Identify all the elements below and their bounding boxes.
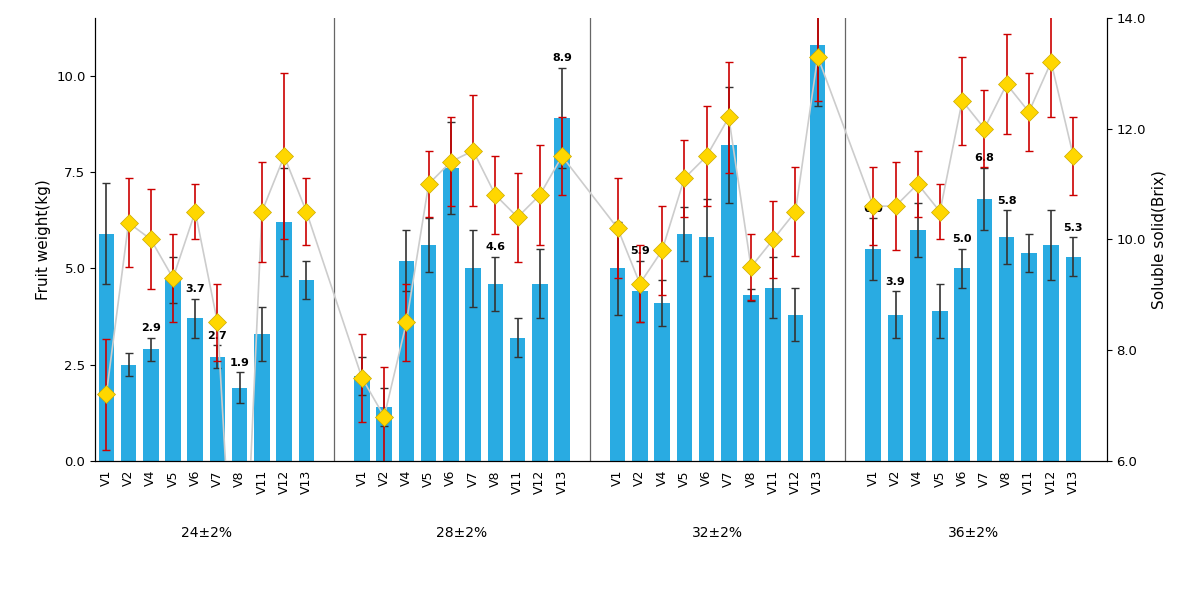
Text: 2.7: 2.7 <box>207 331 227 341</box>
Text: 28±2%: 28±2% <box>437 526 488 540</box>
Text: 3.7: 3.7 <box>186 284 205 294</box>
Text: 6.8: 6.8 <box>975 154 995 164</box>
Bar <box>998 238 1014 461</box>
Bar <box>209 357 225 461</box>
Bar <box>744 296 759 461</box>
Bar <box>865 249 881 461</box>
Bar <box>255 334 270 461</box>
Bar <box>465 268 481 461</box>
Bar <box>1065 256 1082 461</box>
Text: 24±2%: 24±2% <box>181 526 232 540</box>
Text: 5.8: 5.8 <box>997 196 1016 206</box>
Bar <box>188 319 203 461</box>
Bar <box>532 284 547 461</box>
Text: 32±2%: 32±2% <box>693 526 744 540</box>
Bar <box>677 233 693 461</box>
Bar <box>721 145 737 461</box>
Bar <box>932 311 947 461</box>
Text: 2.9: 2.9 <box>140 323 161 333</box>
Bar <box>788 314 803 461</box>
Bar <box>421 245 437 461</box>
Bar <box>699 238 714 461</box>
Bar <box>355 376 370 461</box>
Bar <box>632 291 647 461</box>
Bar <box>509 337 525 461</box>
Bar <box>399 261 414 461</box>
Text: 5.0: 5.0 <box>952 235 972 244</box>
Bar <box>120 365 137 461</box>
Bar <box>765 288 781 461</box>
Bar <box>232 388 248 461</box>
Text: 5.3: 5.3 <box>1064 223 1083 233</box>
Bar <box>1044 245 1059 461</box>
Bar <box>99 233 114 461</box>
Text: 1.9: 1.9 <box>230 358 250 368</box>
Text: 5.9: 5.9 <box>630 246 650 256</box>
Text: 36±2%: 36±2% <box>947 526 998 540</box>
Bar <box>143 349 158 461</box>
Text: 6.0: 6.0 <box>864 203 883 213</box>
Text: 4.6: 4.6 <box>486 242 506 252</box>
Bar <box>1021 253 1036 461</box>
Bar <box>609 268 626 461</box>
Bar <box>977 199 992 461</box>
Y-axis label: Fruit weight(kg): Fruit weight(kg) <box>36 179 50 300</box>
Text: 3.9: 3.9 <box>885 277 906 287</box>
Bar <box>276 222 292 461</box>
Bar <box>888 314 903 461</box>
Bar <box>810 45 826 461</box>
Bar <box>654 303 670 461</box>
Bar <box>954 268 970 461</box>
Text: 8.9: 8.9 <box>552 53 572 63</box>
Bar <box>910 230 926 461</box>
Bar <box>488 284 503 461</box>
Bar <box>555 118 570 461</box>
Bar <box>165 280 181 461</box>
Y-axis label: Soluble solid(Brix): Soluble solid(Brix) <box>1152 170 1166 309</box>
Bar <box>299 280 314 461</box>
Bar <box>376 407 392 461</box>
Bar <box>443 168 458 461</box>
